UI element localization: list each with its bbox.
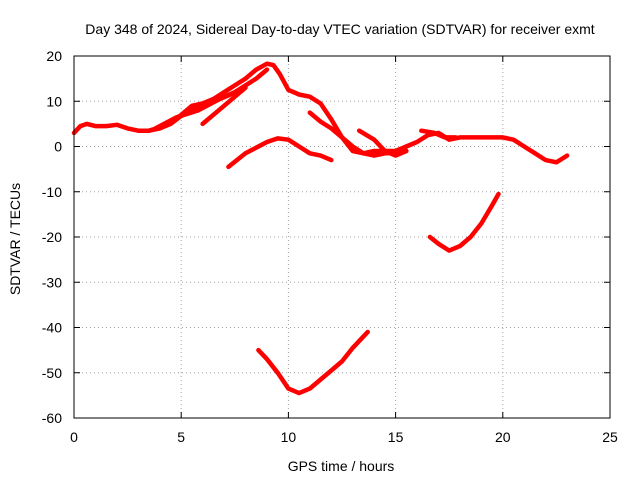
series-line-arc-7 <box>356 128 409 158</box>
x-tick-label: 0 <box>70 429 78 445</box>
x-tick-label: 10 <box>281 429 297 445</box>
y-tick-label: 20 <box>46 48 62 64</box>
grid <box>74 56 610 418</box>
x-tick-label: 15 <box>388 429 404 445</box>
y-tick-label: -30 <box>42 274 62 290</box>
y-tick-label: 10 <box>46 93 62 109</box>
x-tick-label: 25 <box>602 429 618 445</box>
series-group <box>71 61 570 396</box>
ticks: 0 5 10 15 20 25 -60 -50 -40 -30 -20 -10 0 10 20 <box>42 48 618 445</box>
y-tick-label: -20 <box>42 229 62 245</box>
series-line-arc-8 <box>404 130 570 165</box>
chart-title: Day 348 of 2024, Sidereal Day-to-day VTE… <box>85 21 594 37</box>
series-line-arc-9 <box>419 128 458 140</box>
series-line-arc-4 <box>200 85 248 127</box>
x-tick-label: 20 <box>495 429 511 445</box>
y-tick-label: 0 <box>54 139 62 155</box>
x-axis-label: GPS time / hours <box>288 458 395 474</box>
series-line-arc-10 <box>427 191 501 253</box>
y-tick-label: -50 <box>42 365 62 381</box>
series-line-arc-11 <box>256 329 370 396</box>
y-tick-label: -40 <box>42 320 62 336</box>
x-tick-label: 5 <box>177 429 185 445</box>
y-axis-label: SDTVAR / TECUs <box>7 183 23 295</box>
y-tick-label: -10 <box>42 184 62 200</box>
series-line-arc-1 <box>71 61 409 156</box>
series-line-arc-3 <box>153 87 244 131</box>
y-tick-label: -60 <box>42 410 62 426</box>
series-line-arc-5 <box>226 136 334 170</box>
